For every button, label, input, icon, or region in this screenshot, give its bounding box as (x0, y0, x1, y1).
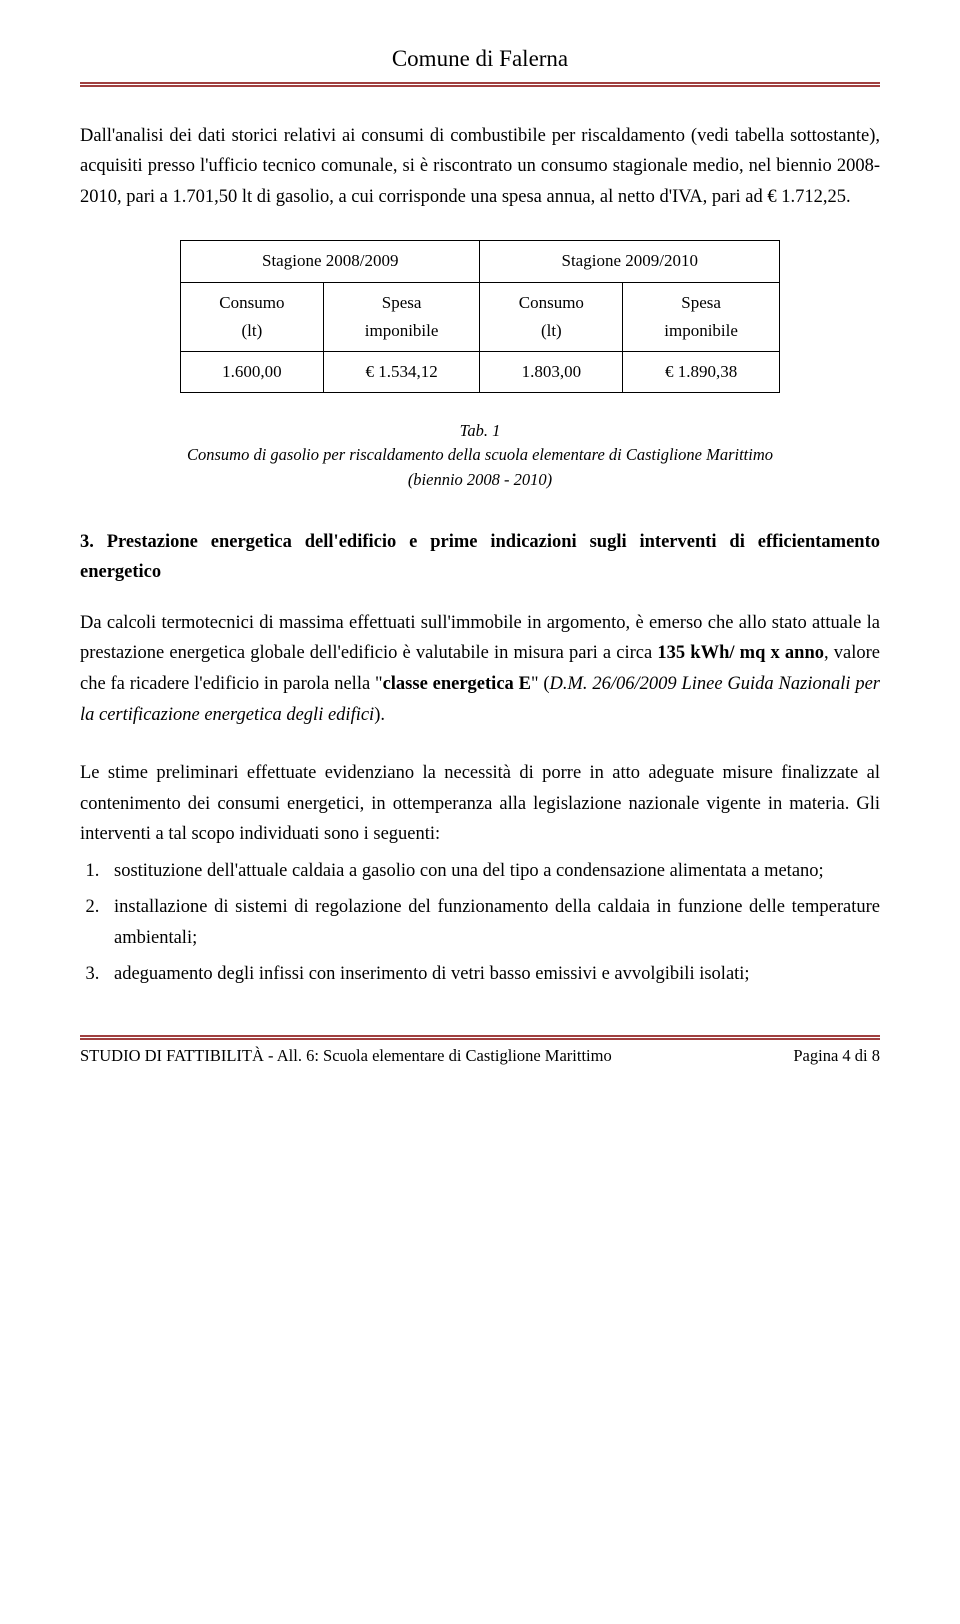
list-item: sostituzione dell'attuale caldaia a gaso… (104, 856, 880, 887)
footer-divider (80, 1035, 880, 1040)
list-item: adeguamento degli infissi con inseriment… (104, 959, 880, 990)
page-header-title: Comune di Falerna (80, 40, 880, 78)
cell-c1: 1.600,00 (181, 351, 324, 392)
footer-left: STUDIO DI FATTIBILITÀ - All. 6: Scuola e… (80, 1042, 612, 1069)
intervention-list: sostituzione dell'attuale caldaia a gaso… (80, 856, 880, 990)
caption-tab-label: Tab. 1 (460, 421, 501, 440)
season2-header: Stagione 2009/2010 (480, 241, 780, 282)
footer-right: Pagina 4 di 8 (793, 1042, 880, 1069)
col-consumo-1: Consumo(lt) (181, 282, 324, 351)
table-header-seasons: Stagione 2008/2009 Stagione 2009/2010 (181, 241, 780, 282)
intro-paragraph: Dall'analisi dei dati storici relativi a… (80, 121, 880, 213)
col-consumo-2: Consumo(lt) (480, 282, 623, 351)
header-divider (80, 82, 880, 87)
table-caption: Tab. 1 Consumo di gasolio per riscaldame… (80, 419, 880, 493)
list-item: installazione di sistemi di regolazione … (104, 892, 880, 953)
caption-text: Consumo di gasolio per riscaldamento del… (187, 445, 773, 464)
cell-c2: 1.803,00 (480, 351, 623, 392)
col-spesa-1: Spesaimponibile (323, 282, 480, 351)
consumption-table: Stagione 2008/2009 Stagione 2009/2010 Co… (180, 240, 780, 392)
col-spesa-2: Spesaimponibile (623, 282, 780, 351)
caption-subtext: (biennio 2008 - 2010) (408, 470, 552, 489)
table-header-columns: Consumo(lt) Spesaimponibile Consumo(lt) … (181, 282, 780, 351)
season1-header: Stagione 2008/2009 (181, 241, 480, 282)
cell-s2: € 1.890,38 (623, 351, 780, 392)
page-footer: STUDIO DI FATTIBILITÀ - All. 6: Scuola e… (80, 1035, 880, 1069)
section-3-heading: 3. Prestazione energetica dell'edificio … (80, 527, 880, 588)
section-3-p2: Le stime preliminari effettuate evidenzi… (80, 758, 880, 850)
cell-s1: € 1.534,12 (323, 351, 480, 392)
section-3-p1: Da calcoli termotecnici di massima effet… (80, 608, 880, 730)
table-data-row: 1.600,00 € 1.534,12 1.803,00 € 1.890,38 (181, 351, 780, 392)
